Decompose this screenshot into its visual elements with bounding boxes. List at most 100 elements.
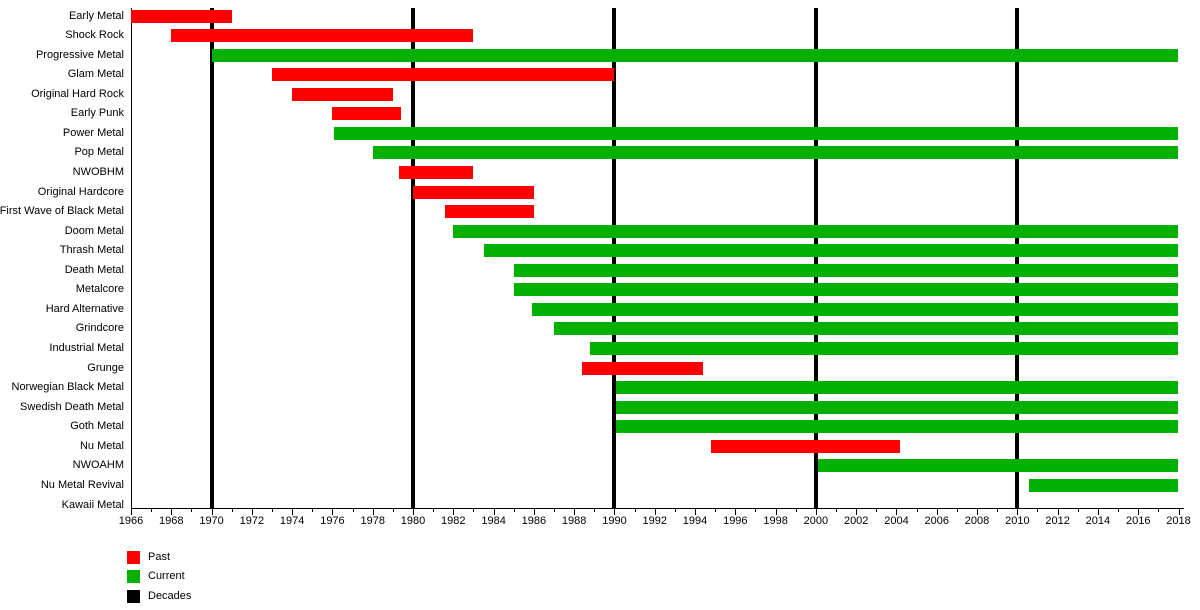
x-axis-tick-label-1974: 1974 bbox=[279, 515, 305, 527]
x-axis-tick-label-2012: 2012 bbox=[1045, 515, 1070, 527]
timeline-bar-swedish-death-metal bbox=[616, 400, 1179, 414]
x-axis-tick-label-2014: 2014 bbox=[1085, 515, 1111, 527]
x-axis-major-tick-2010 bbox=[1017, 508, 1019, 515]
x-axis-tick-label-2006: 2006 bbox=[924, 515, 950, 527]
timeline-bar-nu-metal-revival bbox=[1029, 478, 1179, 492]
x-axis-tick-label-2016: 2016 bbox=[1125, 515, 1151, 527]
x-axis-major-tick-1968 bbox=[171, 508, 173, 515]
row-label-thrash-metal: Thrash Metal bbox=[59, 244, 124, 257]
row-label-original-hardcore: Original Hardcore bbox=[37, 185, 124, 198]
decade-line-2010 bbox=[1015, 8, 1020, 508]
timeline-bar-nwobhm bbox=[398, 165, 474, 179]
x-axis-minor-tick-1987 bbox=[554, 508, 556, 512]
timeline-bar-progressive-metal bbox=[211, 48, 1179, 62]
decade-line-2000 bbox=[813, 8, 818, 508]
legend-label-decades: Decades bbox=[148, 589, 192, 602]
x-axis-line bbox=[131, 508, 1184, 509]
x-axis-major-tick-1996 bbox=[735, 508, 737, 515]
legend-item-past: Past bbox=[127, 551, 247, 564]
row-label-original-hard-rock: Original Hard Rock bbox=[31, 87, 124, 100]
timeline-bar-first-wave-of-black-metal bbox=[445, 205, 534, 219]
x-axis-major-tick-2014 bbox=[1097, 508, 1099, 515]
x-axis-minor-tick-1973 bbox=[272, 508, 273, 512]
x-axis-tick-label-2008: 2008 bbox=[964, 515, 990, 527]
x-axis-tick-label-1966: 1966 bbox=[118, 515, 144, 527]
x-axis-major-tick-1980 bbox=[413, 508, 415, 515]
row-label-progressive-metal: Progressive Metal bbox=[35, 48, 124, 61]
row-label-glam-metal: Glam Metal bbox=[67, 68, 124, 81]
x-axis-major-tick-1984 bbox=[493, 508, 495, 515]
x-axis-minor-tick-1997 bbox=[755, 508, 757, 512]
x-axis-minor-tick-1979 bbox=[392, 508, 394, 512]
row-label-hard-alternative: Hard Alternative bbox=[45, 302, 124, 315]
x-axis-tick-label-2018: 2018 bbox=[1166, 515, 1191, 527]
row-label-swedish-death-metal: Swedish Death Metal bbox=[20, 400, 124, 413]
x-axis-tick-label-1984: 1984 bbox=[481, 515, 506, 527]
x-axis-minor-tick-2007 bbox=[956, 508, 958, 512]
timeline-bar-early-punk bbox=[332, 107, 401, 121]
legend-item-current: Current bbox=[127, 570, 247, 584]
row-label-doom-metal: Doom Metal bbox=[64, 224, 124, 237]
x-axis-tick-label-2010: 2010 bbox=[1005, 515, 1030, 527]
legend-label-past: Past bbox=[148, 551, 171, 563]
x-axis-tick-label-1968: 1968 bbox=[159, 515, 184, 527]
x-axis-minor-tick-2005 bbox=[916, 508, 918, 512]
x-axis-major-tick-1998 bbox=[775, 508, 777, 515]
legend-swatch-decades bbox=[127, 589, 140, 603]
x-axis-tick-label-2004: 2004 bbox=[884, 515, 909, 527]
x-axis-tick-label-1994: 1994 bbox=[682, 515, 708, 527]
x-axis-minor-tick-2003 bbox=[876, 508, 878, 512]
timeline-bar-doom-metal bbox=[453, 224, 1179, 238]
row-label-early-metal: Early Metal bbox=[68, 9, 124, 22]
x-axis-minor-tick-1991 bbox=[634, 508, 636, 512]
x-axis-major-tick-1986 bbox=[533, 508, 535, 515]
x-axis-minor-tick-2015 bbox=[1118, 508, 1120, 512]
x-axis-major-tick-1972 bbox=[251, 508, 253, 515]
decade-line-1990 bbox=[612, 8, 617, 508]
row-label-death-metal: Death Metal bbox=[64, 263, 124, 276]
x-axis-tick-label-1990: 1990 bbox=[602, 515, 627, 527]
x-axis-tick-label-1970: 1970 bbox=[199, 515, 224, 527]
x-axis-tick-label-2000: 2000 bbox=[803, 515, 829, 527]
x-axis-major-tick-2004 bbox=[896, 508, 898, 515]
x-axis-tick-label-1992: 1992 bbox=[642, 515, 667, 527]
timeline-bar-norwegian-black-metal bbox=[616, 381, 1179, 395]
x-axis-tick-label-1986: 1986 bbox=[521, 515, 547, 527]
timeline-bar-power-metal bbox=[334, 126, 1179, 140]
timeline-bar-grunge bbox=[582, 361, 704, 375]
x-axis-minor-tick-2011 bbox=[1037, 508, 1039, 512]
x-axis-minor-tick-1971 bbox=[231, 508, 233, 512]
x-axis-major-tick-1978 bbox=[372, 508, 374, 515]
row-label-power-metal: Power Metal bbox=[62, 126, 124, 139]
timeline-bar-grindcore bbox=[554, 322, 1179, 336]
row-label-goth-metal: Goth Metal bbox=[70, 420, 124, 433]
row-label-grunge: Grunge bbox=[87, 361, 124, 374]
row-label-nu-metal: Nu Metal bbox=[79, 439, 124, 452]
x-axis-tick-label-1998: 1998 bbox=[763, 515, 788, 527]
x-axis-major-tick-2016 bbox=[1138, 508, 1140, 515]
decade-line-1980 bbox=[411, 8, 416, 508]
decade-line-1970 bbox=[209, 8, 214, 508]
x-axis-minor-tick-2001 bbox=[836, 508, 838, 512]
x-axis-minor-tick-1989 bbox=[594, 508, 596, 512]
x-axis-minor-tick-1969 bbox=[191, 508, 193, 512]
x-axis-major-tick-1990 bbox=[614, 508, 616, 515]
timeline-bar-nwoahm bbox=[817, 459, 1179, 473]
x-axis-major-tick-1966 bbox=[131, 508, 132, 515]
x-axis-major-tick-2012 bbox=[1057, 508, 1059, 515]
row-label-first-wave-of-black-metal: First Wave of Black Metal bbox=[0, 205, 124, 218]
legend-swatch-current bbox=[127, 570, 140, 584]
timeline-bar-thrash-metal bbox=[483, 244, 1179, 258]
row-label-norwegian-black-metal: Norwegian Black Metal bbox=[11, 381, 125, 394]
row-label-nwoahm: NWOAHM bbox=[72, 459, 124, 472]
x-axis-minor-tick-2013 bbox=[1077, 508, 1079, 512]
x-axis-minor-tick-2009 bbox=[997, 508, 999, 512]
timeline-bar-industrial-metal bbox=[590, 342, 1179, 356]
x-axis-minor-tick-2017 bbox=[1158, 508, 1160, 512]
x-axis-tick-label-1972: 1972 bbox=[239, 515, 265, 527]
x-axis-major-tick-2018 bbox=[1178, 508, 1180, 515]
timeline-bar-original-hardcore bbox=[413, 185, 534, 199]
x-axis-major-tick-2002 bbox=[856, 508, 858, 515]
row-label-shock-rock: Shock Rock bbox=[65, 29, 124, 42]
